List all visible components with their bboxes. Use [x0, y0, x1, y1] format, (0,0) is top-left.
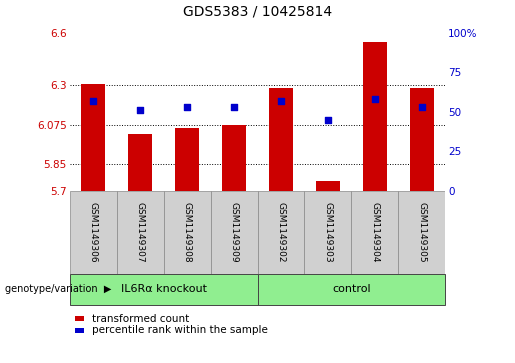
Text: GSM1149304: GSM1149304 [370, 202, 380, 262]
Text: GSM1149303: GSM1149303 [323, 202, 333, 263]
Text: GDS5383 / 10425814: GDS5383 / 10425814 [183, 4, 332, 18]
Bar [81, 85, 105, 191]
Bar [258, 191, 304, 274]
Text: genotype/variation  ▶: genotype/variation ▶ [5, 285, 112, 294]
Bar [352, 191, 399, 274]
Bar [175, 128, 199, 191]
Bar [211, 191, 258, 274]
Text: percentile rank within the sample: percentile rank within the sample [92, 325, 268, 335]
Bar [128, 134, 152, 191]
Text: GSM1149302: GSM1149302 [277, 202, 285, 262]
Text: transformed count: transformed count [92, 314, 189, 324]
Bar [70, 191, 116, 274]
Text: control: control [332, 285, 371, 294]
Text: GSM1149306: GSM1149306 [89, 202, 97, 263]
Bar [304, 191, 352, 274]
Point [418, 104, 426, 110]
Bar [116, 191, 164, 274]
Bar [363, 42, 387, 191]
Bar [269, 88, 293, 191]
Bar [399, 191, 445, 274]
Bar [410, 88, 434, 191]
Text: GSM1149307: GSM1149307 [135, 202, 145, 263]
Bar [258, 274, 445, 305]
Point [324, 117, 332, 122]
Point [183, 104, 191, 110]
Text: GSM1149309: GSM1149309 [230, 202, 238, 263]
Bar [222, 125, 246, 191]
Bar [164, 191, 211, 274]
Point [89, 98, 97, 103]
Point [230, 104, 238, 110]
Point [136, 107, 144, 113]
Text: GSM1149305: GSM1149305 [418, 202, 426, 263]
Bar [70, 274, 258, 305]
Text: GSM1149308: GSM1149308 [182, 202, 192, 263]
Text: IL6Rα knockout: IL6Rα knockout [121, 285, 207, 294]
Bar [316, 181, 340, 191]
Point [277, 98, 285, 103]
Point [371, 96, 379, 102]
